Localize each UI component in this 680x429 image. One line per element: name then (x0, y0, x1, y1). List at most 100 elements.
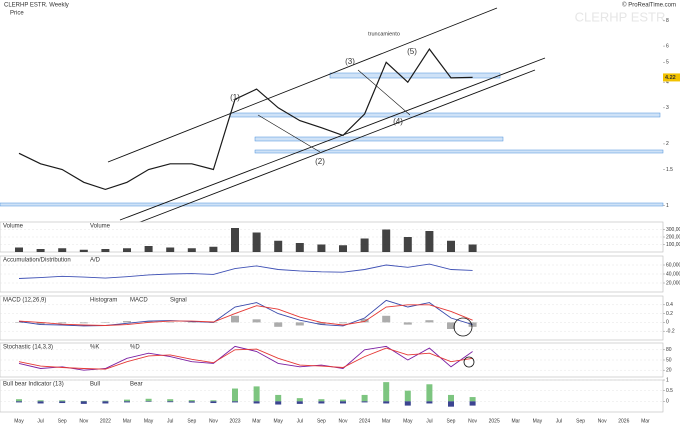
bar (15, 247, 23, 252)
bar (317, 244, 326, 252)
bar (187, 322, 196, 323)
y-tick-label: 2 (666, 141, 669, 147)
bar (426, 401, 433, 404)
bar (252, 232, 261, 252)
bar (253, 401, 260, 404)
bar (187, 248, 196, 252)
bar (339, 245, 347, 252)
bar (403, 322, 412, 325)
y-tick-label: 1 (666, 377, 669, 383)
series-line (18, 347, 473, 370)
x-tick-label: Mar (641, 418, 650, 424)
x-tick-label: Jul (167, 418, 173, 424)
wave-label: (1) (230, 93, 240, 102)
bar (275, 401, 282, 405)
bar (361, 401, 368, 403)
y-tick-label: 0 (666, 320, 669, 326)
bar (468, 244, 477, 252)
x-tick-label: Sep (187, 418, 196, 424)
wave-label: (5) (407, 47, 417, 56)
bar (340, 401, 346, 404)
x-tick-label: 2023 (229, 418, 240, 424)
bar (144, 246, 153, 252)
bar (123, 321, 131, 323)
bar (295, 322, 304, 326)
bar (79, 322, 88, 324)
y-tick-label: 8 (666, 18, 669, 24)
series-line (18, 48, 473, 191)
bar (101, 322, 110, 323)
x-tick-label: 2024 (359, 418, 370, 424)
bar (102, 400, 109, 402)
bar (383, 382, 390, 402)
y-tick-label: 300,000 (666, 227, 680, 233)
legend-entry: %D (130, 345, 140, 351)
bar (145, 398, 152, 402)
bar (361, 394, 368, 402)
series-line (18, 345, 473, 371)
watermark: CLERHP ESTR (575, 9, 666, 24)
bar (144, 321, 153, 323)
panel-frame (0, 295, 664, 341)
bar (15, 322, 23, 323)
highlight-circle (463, 356, 475, 368)
bar (37, 400, 44, 402)
legend-entry: MACD (130, 298, 148, 304)
legend-entry: %K (90, 345, 99, 351)
y-tick-label: 100,000 (666, 242, 680, 248)
wave-label: (3) (345, 57, 355, 66)
highlight-circle (453, 317, 473, 337)
legend-entry: Bear (130, 382, 143, 388)
bar (425, 320, 434, 323)
x-tick-label: Nov (598, 418, 607, 424)
bar (79, 249, 88, 252)
wave-label: (4) (393, 117, 403, 126)
wave-label: truncamiento (368, 31, 400, 37)
bar (145, 401, 152, 402)
bar (232, 401, 238, 403)
bar (425, 231, 434, 252)
bar (360, 238, 369, 252)
x-tick-label: Sep (447, 418, 456, 424)
bar (404, 401, 411, 406)
y-tick-label: 60,000 (666, 262, 680, 268)
x-tick-label: Nov (79, 418, 88, 424)
bar (102, 401, 109, 404)
x-tick-label: Mar (382, 418, 391, 424)
bar (16, 401, 22, 403)
bar (426, 384, 433, 402)
y-tick-label: 50 (666, 357, 672, 363)
bar (448, 401, 454, 407)
source: © ProRealTime.com (622, 2, 676, 9)
y-tick-label: 200,000 (666, 234, 680, 240)
bar (123, 248, 131, 252)
bar (317, 322, 326, 325)
y-tick-label: 0.5 (666, 388, 673, 394)
y-tick-label: 0 (666, 399, 669, 405)
x-tick-label: Mar (511, 418, 520, 424)
y-tick-label: 0.2 (666, 311, 673, 317)
bar (296, 401, 303, 404)
bar (16, 399, 22, 402)
y-tick-label: 0.4 (666, 302, 673, 308)
bar (59, 400, 66, 402)
series-line (18, 263, 473, 279)
bar (124, 401, 130, 403)
bar (447, 322, 455, 329)
bar (252, 319, 261, 323)
bar (274, 240, 283, 252)
panel-title: Accumulation/Distribution (3, 258, 71, 264)
bar (232, 388, 238, 402)
bar (36, 249, 45, 252)
bar (383, 401, 390, 404)
bar (403, 237, 412, 252)
bar (59, 401, 66, 404)
legend-entry: Signal (170, 298, 187, 304)
bar (448, 394, 454, 402)
x-tick-label: Sep (58, 418, 67, 424)
bar (101, 249, 110, 252)
bar (447, 240, 455, 252)
x-tick-label: May (144, 418, 154, 424)
y-tick-label: 1.5 (666, 167, 673, 173)
